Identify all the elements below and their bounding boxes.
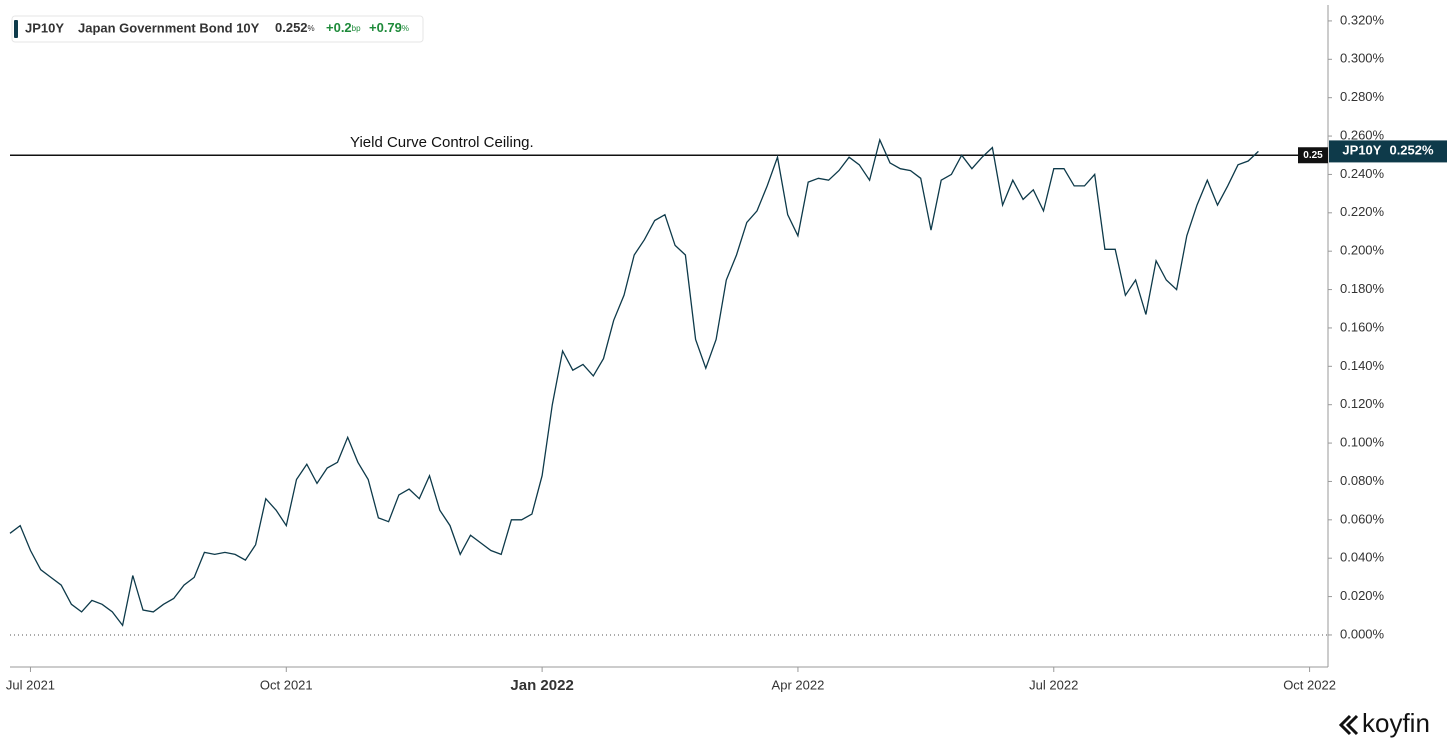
- x-tick-label: Oct 2021: [260, 677, 313, 692]
- legend-change: +0.2bp: [326, 20, 361, 35]
- y-tick-label: 0.140%: [1340, 358, 1385, 373]
- y-tick-label: 0.200%: [1340, 243, 1385, 258]
- x-tick-label: Jan 2022: [510, 677, 573, 694]
- y-tick-label: 0.060%: [1340, 511, 1385, 526]
- legend-box: [11, 15, 424, 43]
- x-tick-label: Apr 2022: [772, 677, 825, 692]
- ceiling-label: 0.25: [1303, 150, 1323, 161]
- last-value-badge: [1329, 140, 1447, 163]
- series-line: [9, 137, 1259, 627]
- ceiling-badge: [1298, 147, 1328, 164]
- badge-value: 0.252%: [1389, 143, 1434, 158]
- y-tick-label: 0.000%: [1340, 626, 1385, 641]
- y-tick-label: 0.040%: [1340, 550, 1385, 565]
- y-tick-label: 0.020%: [1340, 588, 1385, 603]
- legend-value: 0.252%: [275, 20, 315, 35]
- y-tick-label: 0.220%: [1340, 204, 1385, 219]
- badge-name: JP10Y: [1342, 143, 1381, 158]
- y-tick-label: 0.160%: [1340, 319, 1385, 334]
- y-tick-label: 0.260%: [1340, 127, 1385, 142]
- x-tick-label: Jul 2022: [1029, 677, 1078, 692]
- y-tick-label: 0.320%: [1340, 12, 1385, 27]
- unit: %: [308, 24, 315, 33]
- y-tick-label: 0.300%: [1340, 51, 1385, 66]
- x-tick-label: Jul 2021: [6, 677, 55, 692]
- ceiling-annotation: Yield Curve Control Ceiling.: [350, 134, 534, 151]
- last-value-label: JP10Y 0.252%: [1342, 143, 1434, 158]
- y-tick-label: 0.180%: [1340, 281, 1385, 296]
- y-tick-label: 0.120%: [1340, 396, 1385, 411]
- y-tick-label: 0.280%: [1340, 89, 1385, 104]
- x-tick-label: Oct 2022: [1283, 677, 1336, 692]
- y-tick-label: 0.080%: [1340, 473, 1385, 488]
- brand-name: koyfin: [1362, 708, 1430, 738]
- brand-logo: koyfin: [1338, 708, 1430, 738]
- legend-ticker: JP10Y: [25, 20, 64, 35]
- legend-pct-change: +0.79%: [369, 20, 409, 35]
- pct: +0.79: [369, 20, 402, 35]
- legend-name: Japan Government Bond 10Y: [78, 20, 260, 35]
- unit: %: [402, 24, 409, 33]
- legend-swatch: [14, 20, 18, 38]
- value: 0.252: [275, 20, 308, 35]
- y-tick-label: 0.100%: [1340, 435, 1385, 450]
- unit: bp: [352, 24, 361, 33]
- logo-mark: [1338, 714, 1359, 736]
- change: +0.2: [326, 20, 352, 35]
- y-tick-label: 0.240%: [1340, 166, 1385, 181]
